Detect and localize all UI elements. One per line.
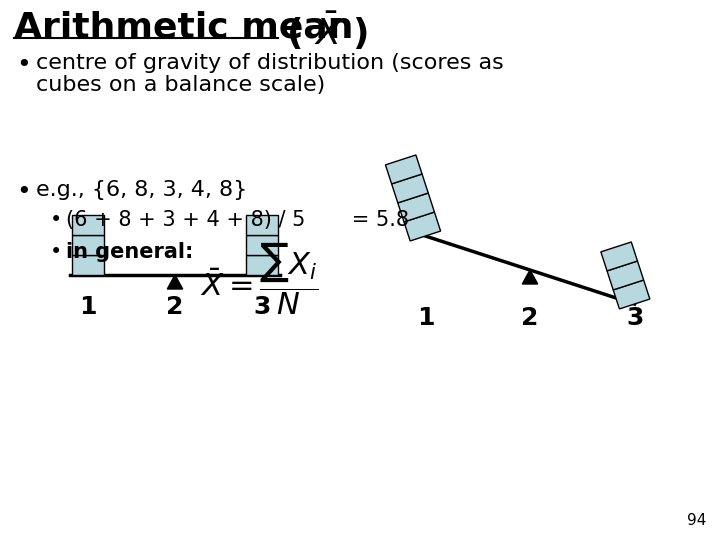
Text: Arithmetic mean: Arithmetic mean	[14, 10, 354, 44]
Text: 3: 3	[626, 306, 643, 330]
Bar	[607, 261, 644, 290]
Bar	[398, 193, 434, 222]
Text: 3: 3	[253, 295, 271, 319]
Bar	[601, 242, 637, 271]
Polygon shape	[167, 275, 183, 289]
Text: •: •	[50, 210, 62, 230]
Text: $\bar{X} = \dfrac{\sum X_i}{N}$: $\bar{X} = \dfrac{\sum X_i}{N}$	[200, 240, 318, 316]
Text: 2: 2	[521, 306, 539, 330]
Text: centre of gravity of distribution (scores as: centre of gravity of distribution (score…	[36, 53, 504, 73]
Bar	[246, 235, 278, 255]
Text: ( $\bar{X}$ ): ( $\bar{X}$ )	[286, 10, 368, 52]
Bar	[72, 215, 104, 235]
Text: 94: 94	[687, 513, 706, 528]
Text: 1: 1	[79, 295, 96, 319]
Text: •: •	[16, 53, 31, 77]
Text: •: •	[16, 180, 31, 204]
Bar	[72, 255, 104, 275]
Bar	[392, 174, 428, 203]
Text: cubes on a balance scale): cubes on a balance scale)	[36, 75, 325, 95]
Bar	[404, 212, 441, 241]
Polygon shape	[522, 270, 538, 284]
Text: e.g., {6, 8, 3, 4, 8}: e.g., {6, 8, 3, 4, 8}	[36, 180, 247, 200]
Bar	[613, 280, 650, 309]
Text: (6 + 8 + 3 + 4 + 8) / 5       = 5.8: (6 + 8 + 3 + 4 + 8) / 5 = 5.8	[66, 210, 409, 230]
Bar	[246, 215, 278, 235]
Bar	[385, 155, 422, 184]
Text: in general:: in general:	[66, 242, 194, 262]
Bar	[246, 255, 278, 275]
Text: 1: 1	[417, 306, 434, 330]
Text: •: •	[50, 242, 62, 262]
Bar	[72, 235, 104, 255]
Text: 2: 2	[166, 295, 184, 319]
